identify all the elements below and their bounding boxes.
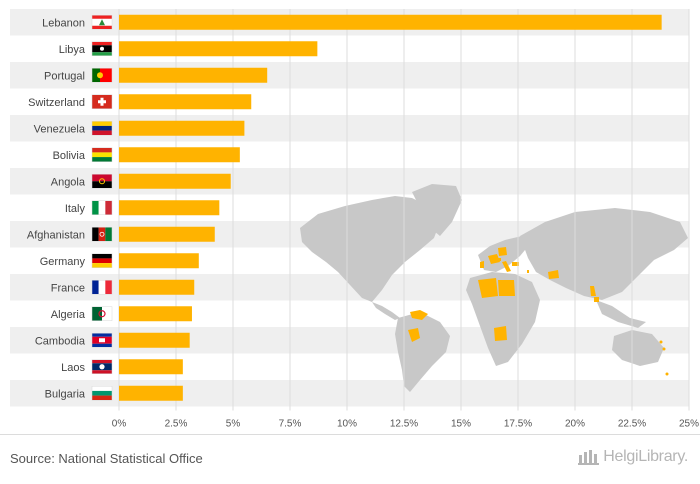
flag-icon [91,200,113,215]
category-label: Germany [40,256,86,268]
bar [119,226,215,242]
category-label: Angola [51,176,86,188]
category-label: Switzerland [28,97,85,109]
flag-icon [91,174,113,189]
category-labels: Lebanon Libya Portugal Switzerland Venezuela… [27,17,86,400]
flag-icon [91,94,113,109]
category-label: Laos [61,362,85,374]
map-se-asia [596,300,646,328]
bar [119,200,220,216]
x-tick-label: 5% [226,419,241,430]
map-north-america [300,196,440,302]
category-label: Lebanon [42,17,85,29]
bar [119,332,190,348]
x-tick-label: 25% [679,419,699,430]
category-label: Algeria [51,309,86,321]
flag-icon [91,333,113,348]
bar [119,67,268,83]
map-hl-bolivia [408,328,420,342]
brand-text: HelgiLibrary. [603,448,688,465]
bars [119,14,662,401]
flags [91,15,113,401]
map-hl-algeria [478,278,498,298]
category-label: Bolivia [53,150,86,162]
category-label: Portugal [44,70,85,82]
bar [119,306,192,322]
bar [119,253,199,269]
map-hl-island [662,347,666,351]
flag-icon [91,280,113,295]
map-hl-angola [494,326,507,341]
x-axis-ticks: 0% 2.5% 5% 7.5% 10% 12.5% 15% 17.5% 20% 22.5% 25% [112,419,699,430]
x-tick-label: 22.5% [618,419,646,430]
flag-icon [91,68,113,83]
x-tick-label: 20% [565,419,585,430]
category-label: Italy [65,203,86,215]
map-central-america [372,302,400,320]
category-label: France [51,282,85,294]
map-hl-switzerland [497,258,501,261]
bar [119,173,231,189]
map-australia [612,330,664,366]
flag-icon [91,121,113,136]
x-tick-label: 10% [337,419,357,430]
x-tick-label: 2.5% [165,419,188,430]
bar [119,41,318,57]
category-label: Cambodia [35,335,86,347]
category-label: Venezuela [34,123,86,135]
category-label: Libya [59,44,86,56]
map-hl-italy [502,261,511,272]
category-label: Bulgaria [45,388,86,400]
flag-icon [91,227,113,242]
x-tick-label: 0% [112,419,127,430]
footer: Source: National Statistical Office Helg… [0,434,700,484]
bar [119,385,183,401]
flag-icon [91,253,113,268]
map-hl-lebanon [527,270,529,273]
map-hl-cambodia [594,297,599,302]
map-hl-afghanistan [548,270,559,279]
category-label: Afghanistan [27,229,85,241]
x-tick-label: 15% [451,419,471,430]
x-tick-label: 17.5% [504,419,532,430]
flag-icon [91,359,113,374]
world-map [300,184,688,392]
map-hl-venezuela [410,310,428,320]
map-greenland [412,184,462,236]
map-hl-france [488,254,500,264]
map-hl-laos [590,286,596,296]
bar [119,147,240,163]
brand-logo[interactable]: HelgiLibrary. [578,448,688,466]
bar [119,94,252,110]
bar [119,14,662,30]
source-text: Source: National Statistical Office [10,451,203,466]
bar [119,120,245,136]
map-asia [520,208,688,300]
map-hl-portugal [480,261,484,268]
bar [119,279,195,295]
map-hl-germany [498,247,507,256]
map-hl-island [659,340,663,344]
map-hl-libya [498,280,515,296]
flag-icon [91,15,113,30]
bar [119,359,183,375]
flag-icon [91,386,113,401]
flag-icon [91,147,113,162]
map-hl-bulgaria [512,262,519,266]
library-icon [578,450,600,465]
flag-icon [91,41,113,56]
map-hl-island [665,372,669,376]
flag-icon [91,306,113,321]
x-tick-label: 7.5% [279,419,302,430]
chart: Lebanon Libya Portugal Switzerland Venezuela… [10,9,699,430]
x-tick-label: 12.5% [390,419,418,430]
